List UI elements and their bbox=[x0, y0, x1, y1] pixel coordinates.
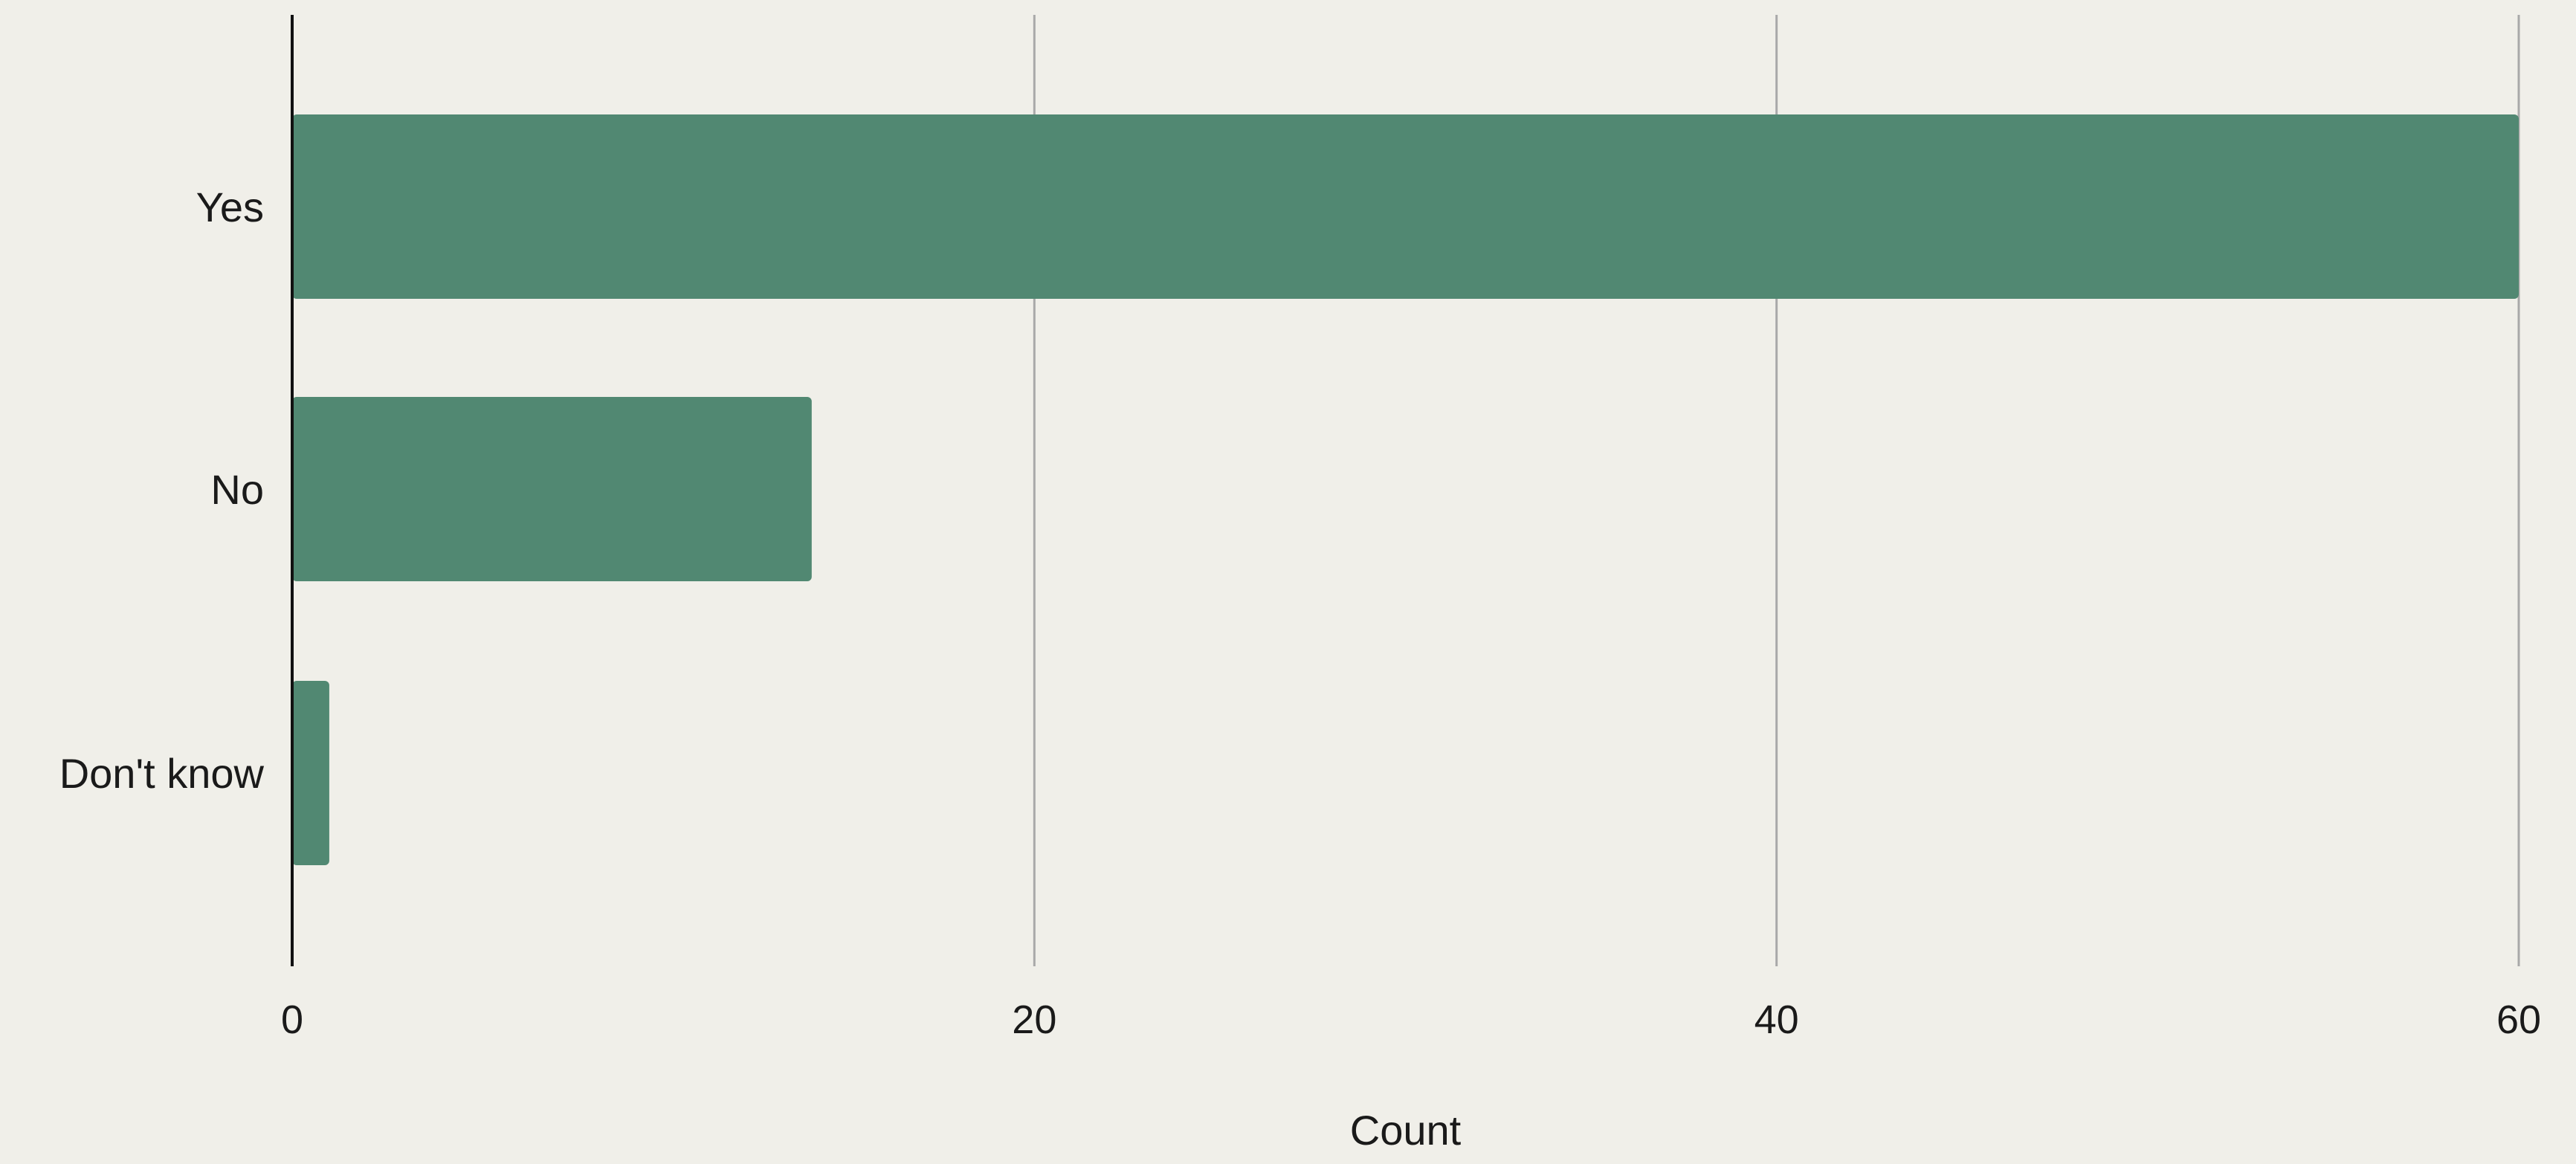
bar-layer bbox=[292, 114, 2519, 865]
x-axis-title: Count bbox=[1350, 1107, 1462, 1154]
bar-no bbox=[292, 397, 812, 581]
x-tick-label-40: 40 bbox=[1755, 998, 1799, 1042]
category-labels: Yes No Don't know bbox=[59, 184, 265, 797]
bar-don-t-know bbox=[292, 681, 329, 865]
x-tick-label-0: 0 bbox=[281, 998, 303, 1042]
category-label-no: No bbox=[210, 466, 264, 513]
bar-yes bbox=[292, 114, 2519, 299]
x-tick-label-20: 20 bbox=[1012, 998, 1056, 1042]
category-label-yes: Yes bbox=[196, 184, 264, 230]
x-tick-labels: 0 20 40 60 bbox=[281, 998, 2541, 1042]
category-label-don-t-know: Don't know bbox=[59, 750, 265, 797]
x-tick-label-60: 60 bbox=[2496, 998, 2541, 1042]
